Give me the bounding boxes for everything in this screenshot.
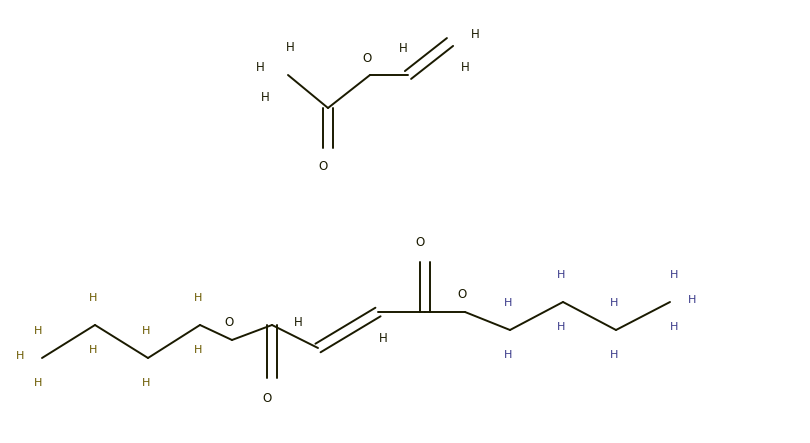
Text: H: H bbox=[378, 333, 387, 346]
Text: H: H bbox=[688, 295, 696, 305]
Text: H: H bbox=[471, 27, 480, 40]
Text: H: H bbox=[293, 316, 302, 330]
Text: O: O bbox=[458, 288, 467, 300]
Text: H: H bbox=[670, 322, 678, 332]
Text: H: H bbox=[194, 345, 202, 355]
Text: H: H bbox=[142, 326, 150, 336]
Text: H: H bbox=[286, 40, 294, 54]
Text: H: H bbox=[89, 345, 97, 355]
Text: H: H bbox=[556, 270, 565, 280]
Text: H: H bbox=[261, 90, 270, 104]
Text: H: H bbox=[142, 378, 150, 388]
Text: H: H bbox=[256, 61, 264, 74]
Text: H: H bbox=[16, 351, 24, 361]
Text: H: H bbox=[461, 61, 469, 74]
Text: O: O bbox=[318, 159, 327, 172]
Text: H: H bbox=[399, 42, 407, 54]
Text: H: H bbox=[34, 378, 42, 388]
Text: H: H bbox=[89, 293, 97, 303]
Text: O: O bbox=[362, 51, 372, 65]
Text: H: H bbox=[34, 326, 42, 336]
Text: H: H bbox=[504, 298, 512, 308]
Text: H: H bbox=[610, 298, 618, 308]
Text: H: H bbox=[504, 350, 512, 360]
Text: H: H bbox=[610, 350, 618, 360]
Text: O: O bbox=[224, 315, 233, 329]
Text: H: H bbox=[194, 293, 202, 303]
Text: O: O bbox=[262, 392, 271, 404]
Text: O: O bbox=[416, 236, 424, 249]
Text: H: H bbox=[670, 270, 678, 280]
Text: H: H bbox=[556, 322, 565, 332]
